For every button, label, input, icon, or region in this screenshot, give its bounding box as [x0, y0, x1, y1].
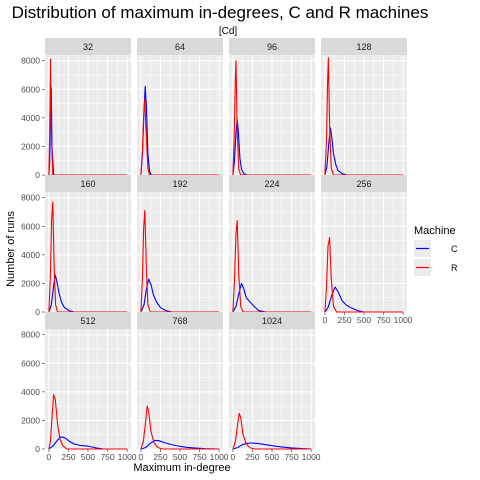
facet-strip	[45, 312, 131, 329]
density-line-c	[48, 436, 128, 450]
facet-strip	[137, 312, 223, 329]
y-tick-label: 6000	[21, 358, 40, 368]
facet-strip-label: 128	[356, 42, 371, 52]
legend: Machine CR	[414, 225, 458, 276]
facet-strip	[45, 175, 131, 192]
y-axis-label: Number of runs	[5, 211, 17, 287]
density-line-c	[324, 286, 404, 313]
x-tick-label: 0	[47, 452, 52, 462]
density-line-r	[48, 394, 128, 450]
x-tick-label: 750	[284, 452, 298, 462]
x-tick-label: 0	[323, 315, 328, 325]
x-tick-label: 1000	[302, 452, 321, 462]
facet-strip-label: 64	[175, 42, 185, 52]
y-tick-label: 8000	[21, 56, 40, 66]
facet-strip-label: 192	[172, 179, 187, 189]
facet-strip-label: 256	[356, 179, 371, 189]
y-tick-label: 4000	[21, 387, 40, 397]
y-tick-label: 2000	[21, 278, 40, 288]
y-tick-label: 2000	[21, 415, 40, 425]
x-tick-label: 250	[245, 452, 259, 462]
facet-strip	[229, 38, 315, 55]
x-tick-label: 1000	[118, 452, 137, 462]
facet-strip-label: 224	[264, 179, 279, 189]
x-tick-label: 250	[153, 452, 167, 462]
facet-strip-label: 32	[83, 42, 93, 52]
density-line-c	[324, 127, 404, 176]
y-tick-label: 0	[35, 444, 40, 454]
density-line-r	[324, 237, 404, 313]
density-line-r	[140, 210, 220, 313]
facet-panel: 768 0 250 500 750 1000	[137, 312, 229, 462]
facet-panel: 160 0 2000 4000 6000 8000	[21, 175, 131, 317]
facet-panel: 1024 0 250 500 750 1000	[229, 312, 321, 462]
x-tick-label: 500	[265, 452, 279, 462]
x-tick-label: 0	[139, 452, 144, 462]
x-tick-label: 500	[81, 452, 95, 462]
x-tick-label: 250	[337, 315, 351, 325]
chart-title: Distribution of maximum in-degrees, C an…	[12, 3, 429, 22]
facet-strip	[321, 38, 407, 55]
y-tick-label: 4000	[21, 113, 40, 123]
density-line-c	[140, 278, 220, 313]
facet-strip-label: 768	[172, 316, 187, 326]
density-line-r	[232, 60, 312, 176]
facet-strip	[229, 312, 315, 329]
y-tick-label: 6000	[21, 221, 40, 231]
y-tick-label: 0	[35, 170, 40, 180]
facet-panel: 224	[229, 175, 315, 313]
x-tick-label: 1000	[210, 452, 229, 462]
density-line-c	[232, 442, 312, 450]
facet-panels: 32 0 2000 4000 6000 8000 64 96 128 160 0 2000 4000 60…	[21, 38, 413, 462]
x-tick-label: 250	[61, 452, 75, 462]
facet-panel: 256 0 250 500 750 1000	[321, 175, 413, 325]
x-tick-label: 750	[100, 452, 114, 462]
legend-title: Machine	[414, 225, 456, 237]
y-tick-label: 8000	[21, 330, 40, 340]
y-tick-label: 0	[35, 307, 40, 317]
facet-strip	[137, 175, 223, 192]
density-line-c	[48, 274, 128, 313]
facet-panel: 512 0 2000 4000 6000 8000 0 250 500 750 1000	[21, 312, 137, 462]
density-line-r	[324, 57, 404, 176]
facet-strip-label: 160	[80, 179, 95, 189]
facet-panel: 96	[229, 38, 315, 176]
legend-label: R	[451, 263, 458, 273]
facet-strip-label: 1024	[262, 316, 282, 326]
x-tick-label: 500	[173, 452, 187, 462]
facet-panel: 32 0 2000 4000 6000 8000	[21, 38, 131, 180]
facet-strip	[137, 38, 223, 55]
facet-strip	[229, 175, 315, 192]
density-line-r	[232, 412, 312, 450]
x-tick-label: 750	[192, 452, 206, 462]
y-tick-label: 4000	[21, 250, 40, 260]
density-line-r	[140, 405, 220, 450]
facet-strip-label: 96	[267, 42, 277, 52]
density-line-r	[140, 98, 220, 176]
y-tick-label: 6000	[21, 84, 40, 94]
facet-strip-label: 512	[80, 316, 95, 326]
x-tick-label: 1000	[394, 315, 413, 325]
facet-panel: 192	[137, 175, 223, 313]
density-line-c	[232, 282, 312, 313]
legend-label: C	[451, 244, 458, 254]
facet-strip	[321, 175, 407, 192]
x-tick-label: 500	[357, 315, 371, 325]
x-tick-label: 0	[231, 452, 236, 462]
y-tick-label: 2000	[21, 141, 40, 151]
density-line-c	[140, 439, 220, 450]
chart-subtitle: [Cd]	[219, 26, 238, 37]
x-axis-label: Maximum in-degree	[133, 462, 230, 474]
density-line-r	[48, 201, 128, 313]
x-tick-label: 750	[376, 315, 390, 325]
density-line-r	[232, 220, 312, 313]
facet-panel: 64	[137, 38, 223, 176]
y-tick-label: 8000	[21, 193, 40, 203]
facet-strip	[45, 38, 131, 55]
facet-panel: 128	[321, 38, 407, 176]
density-line-c	[232, 118, 312, 176]
